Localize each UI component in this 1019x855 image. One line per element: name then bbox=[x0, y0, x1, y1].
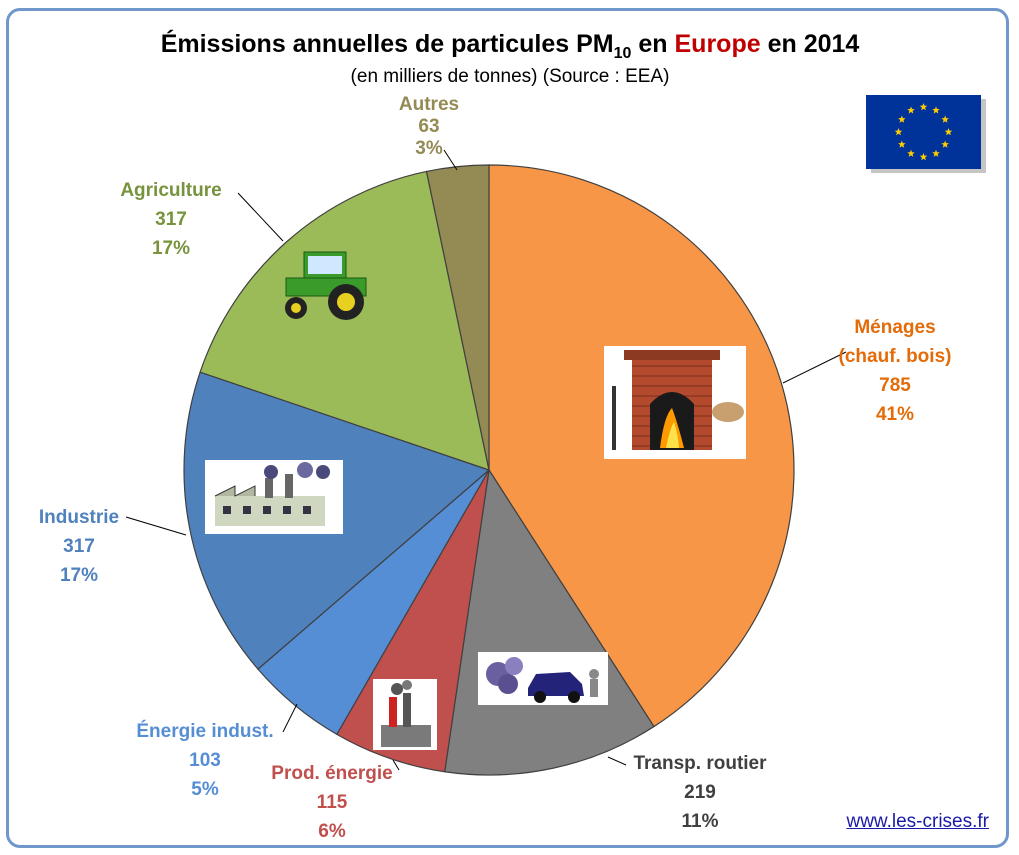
flag-star bbox=[932, 149, 940, 157]
flag-star bbox=[898, 140, 906, 148]
car-pollution-icon bbox=[478, 652, 608, 705]
slice-label-pct: 5% bbox=[191, 779, 219, 800]
slice-label-pct: 11% bbox=[682, 811, 719, 832]
slice-label-value: 219 bbox=[684, 782, 716, 803]
leader-line bbox=[282, 703, 298, 733]
slice-label-name: Industrie bbox=[39, 507, 119, 528]
leader-line bbox=[782, 351, 847, 384]
slice-label-value: 317 bbox=[155, 209, 187, 230]
slice-label-pct: 3% bbox=[415, 138, 443, 159]
slice-label-pct: 17% bbox=[152, 238, 190, 259]
flag-star bbox=[932, 106, 940, 114]
power-plant-icon bbox=[373, 679, 437, 750]
slice-label-name: Agriculture bbox=[120, 180, 221, 201]
factory-icon bbox=[205, 460, 343, 534]
flag-star bbox=[919, 103, 928, 111]
leader-line bbox=[443, 149, 458, 171]
leader-line bbox=[607, 756, 627, 766]
slice-label-value: 115 bbox=[317, 792, 348, 813]
leader-line bbox=[125, 516, 187, 536]
flag-star bbox=[907, 106, 915, 114]
flag-star bbox=[941, 140, 949, 148]
flag-star bbox=[941, 115, 949, 123]
slice-label-value: 785 bbox=[879, 375, 911, 396]
fireplace-icon bbox=[604, 346, 746, 459]
slice-label-value: 63 bbox=[418, 116, 439, 137]
flag-star bbox=[907, 149, 915, 157]
tractor-icon bbox=[285, 251, 367, 320]
slice-label-value: 103 bbox=[189, 750, 221, 771]
eu-flag-icon bbox=[866, 95, 986, 173]
flag-star bbox=[898, 115, 906, 123]
slice-label-name: Autres bbox=[399, 94, 459, 115]
pie-slice-autres bbox=[425, 164, 490, 471]
source-link[interactable]: www.les-crises.fr bbox=[846, 811, 989, 832]
flag-star bbox=[919, 153, 928, 161]
slice-label-value: 317 bbox=[63, 536, 95, 557]
chart-title: Émissions annuelles de particules PM10 e… bbox=[161, 29, 860, 62]
leader-line bbox=[392, 759, 400, 771]
flag-star bbox=[944, 128, 953, 136]
slice-label-name: Énergie indust. bbox=[136, 720, 273, 742]
slice-label-name: Ménages bbox=[854, 317, 935, 338]
slice-label-pct: 6% bbox=[318, 821, 346, 842]
slice-label-name2: (chauf. bois) bbox=[839, 346, 952, 367]
flag-star bbox=[894, 128, 903, 136]
slice-label-pct: 41% bbox=[876, 404, 914, 425]
slice-label-name: Prod. énergie bbox=[271, 763, 392, 784]
slice-label-pct: 17% bbox=[60, 565, 98, 586]
slice-label-name: Transp. routier bbox=[633, 753, 767, 774]
chart-subtitle: (en milliers de tonnes) (Source : EEA) bbox=[351, 66, 670, 87]
leader-line bbox=[237, 192, 284, 242]
pie-slice-agriculture bbox=[199, 170, 490, 471]
